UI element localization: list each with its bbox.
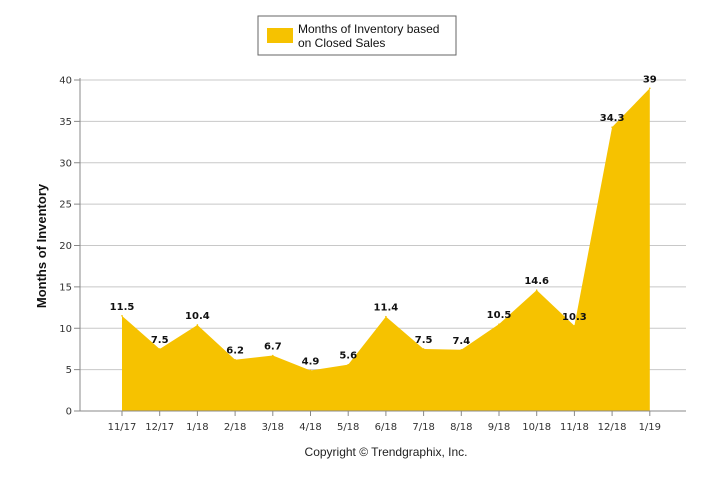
axes [79,78,686,412]
copyright-text: Copyright © Trendgraphix, Inc. [305,445,468,459]
legend-label-line-2: on Closed Sales [298,36,385,50]
x-tick-label-8/18: 8/18 [450,422,472,433]
data-label-12/17: 7.5 [151,335,169,346]
y-axis-label: Months of Inventory [34,183,49,308]
data-label-4/18: 4.9 [302,356,320,367]
data-label-2/18: 6.2 [226,346,244,357]
x-tick-label-4/18: 4/18 [299,422,321,433]
x-axis-ticks: 11/17 12/17 1/18 2/18 3/18 4/18 5/18 6/18 7/18 8/… [108,411,661,433]
y-tick-label-5: 5 [66,365,72,376]
data-label-12/18: 34.3 [600,113,625,124]
data-point-3/18 [272,354,274,357]
data-point-5/18 [347,363,350,366]
y-tick-label-15: 15 [59,282,72,293]
x-tick-label-6/18: 6/18 [375,422,397,433]
data-point-12/18 [611,126,613,128]
y-tick-label-20: 20 [59,241,72,252]
data-label-5/18: 5.6 [339,351,357,362]
data-label-6/18: 11.4 [374,303,399,314]
data-point-10/18 [535,289,538,291]
x-tick-label-2/18: 2/18 [224,422,246,433]
data-label-7/18: 7.5 [415,335,433,346]
legend-swatch [267,28,293,43]
x-tick-label-3/18: 3/18 [262,422,284,433]
data-point-1/18 [196,324,199,326]
data-point-8/18 [460,348,463,351]
x-tick-label-11/18: 11/18 [560,422,589,433]
y-tick-label-10: 10 [59,324,72,335]
data-point-7/18 [422,348,425,350]
data-label-11/18: 10.3 [562,312,587,323]
data-point-6/18 [385,315,387,318]
data-point-9/18 [498,323,500,325]
area-layer [121,87,651,412]
x-tick-label-5/18: 5/18 [337,422,359,433]
data-label-3/18: 6.7 [264,342,282,353]
data-label-9/18: 10.5 [487,310,512,321]
x-tick-label-12/17: 12/17 [145,422,174,433]
series-area [122,88,650,412]
data-label-1/19: 39 [643,74,657,85]
data-point-2/18 [234,358,236,361]
data-label-8/18: 7.4 [452,336,470,347]
x-tick-label-11/17: 11/17 [108,422,137,433]
data-point-12/17 [158,348,161,350]
data-label-11/17: 11.5 [110,302,135,313]
legend: Months of Inventory based on Closed Sale… [257,15,457,56]
x-tick-label-9/18: 9/18 [488,422,510,433]
y-tick-label-30: 30 [59,158,72,169]
y-tick-label-40: 40 [59,76,72,87]
data-point-11/17 [121,315,123,317]
y-axis-ticks: 0 5 10 15 20 25 30 35 40 [59,76,80,418]
y-tick-label-25: 25 [59,200,72,211]
x-tick-label-7/18: 7/18 [412,422,434,433]
legend-label-line-1: Months of Inventory based [298,22,439,36]
data-label-10/18: 14.6 [524,276,549,287]
data-point-1/19 [649,87,651,90]
x-tick-label-1/19: 1/19 [639,422,661,433]
data-labels: 11.5 7.5 10.4 6.2 6.7 4.9 5.6 11.4 7.5 7.4 10.5 14.… [110,74,657,367]
y-tick-label-0: 0 [66,407,72,418]
x-tick-label-10/18: 10/18 [522,422,551,433]
x-tick-label-12/18: 12/18 [598,422,627,433]
data-point-4/18 [309,369,312,372]
data-point-11/18 [573,324,576,327]
y-tick-label-35: 35 [59,117,72,128]
x-tick-label-1/18: 1/18 [186,422,208,433]
data-label-1/18: 10.4 [185,311,210,322]
